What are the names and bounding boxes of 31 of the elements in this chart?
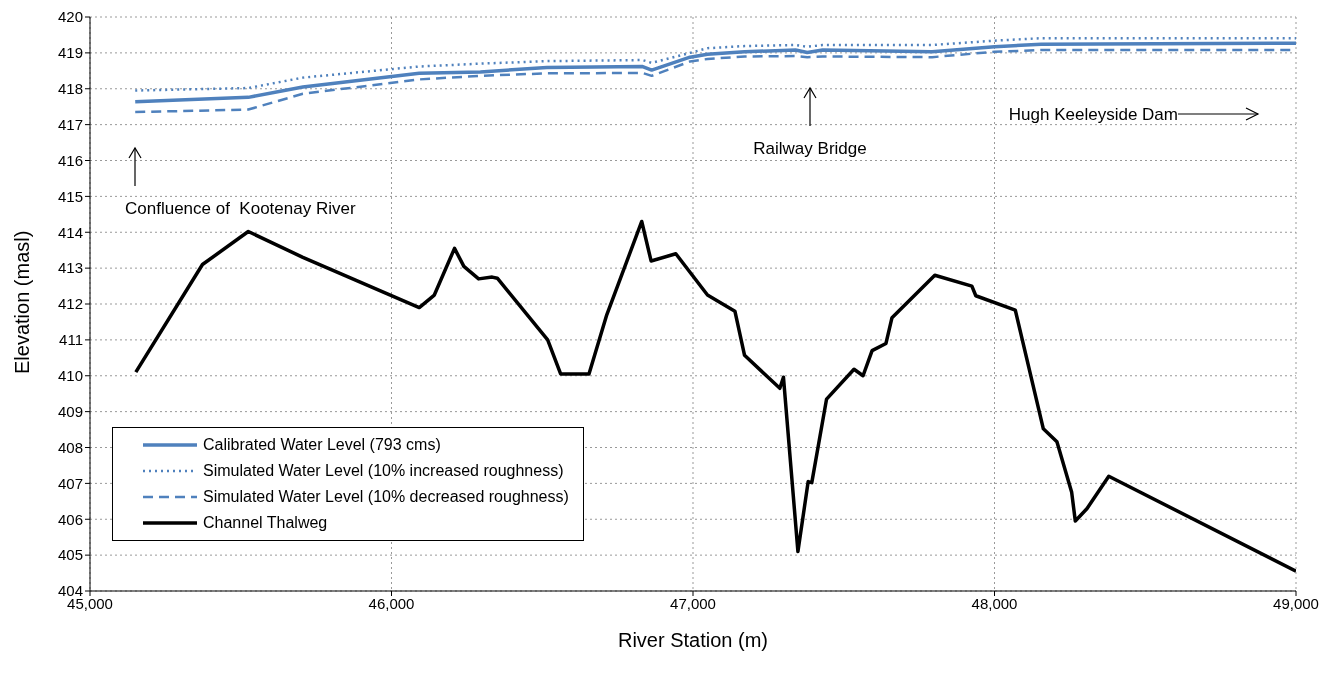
y-tick-label: 419	[57, 44, 83, 62]
legend-label: Simulated Water Level (10% decreased roughness)	[203, 488, 569, 506]
legend-label: Simulated Water Level (10% increased roughness)	[203, 462, 564, 480]
y-tick-label: 404	[57, 582, 83, 600]
y-tick-label: 405	[57, 546, 83, 564]
y-axis-title: Elevation (masl)	[11, 230, 34, 374]
y-tick-label: 417	[57, 115, 83, 133]
annotation: Railway Bridge	[753, 139, 867, 158]
y-tick-label: 413	[57, 259, 83, 277]
x-axis-title: River Station (m)	[617, 629, 769, 651]
legend-label: Calibrated Water Level (793 cms)	[203, 436, 441, 454]
y-tick-label: 415	[57, 187, 83, 205]
y-tick-label: 418	[57, 80, 83, 98]
y-tick-label: 407	[57, 474, 83, 492]
line-series	[134, 219, 1296, 574]
annotation: Confluence of Kootenay River	[125, 199, 356, 218]
annotation: Hugh Keeleyside Dam	[1008, 105, 1178, 124]
y-tick-label: 410	[57, 367, 83, 385]
y-tick-label: 412	[57, 295, 83, 313]
y-tick-label: 416	[57, 151, 83, 169]
y-tick-label: 406	[57, 510, 83, 528]
y-tick-label: 411	[59, 331, 83, 349]
y-tick-label: 420	[57, 8, 83, 26]
legend-label: Channel Thalweg	[203, 514, 328, 532]
x-tick-label: 46,000	[368, 594, 415, 612]
y-tick-label: 409	[57, 402, 83, 420]
x-tick-label: 47,000	[670, 594, 716, 612]
x-tick-label: 49,000	[1273, 594, 1319, 612]
x-tick-label: 48,000	[971, 594, 1018, 612]
y-tick-label: 414	[57, 223, 83, 241]
y-tick-label: 408	[57, 438, 83, 456]
